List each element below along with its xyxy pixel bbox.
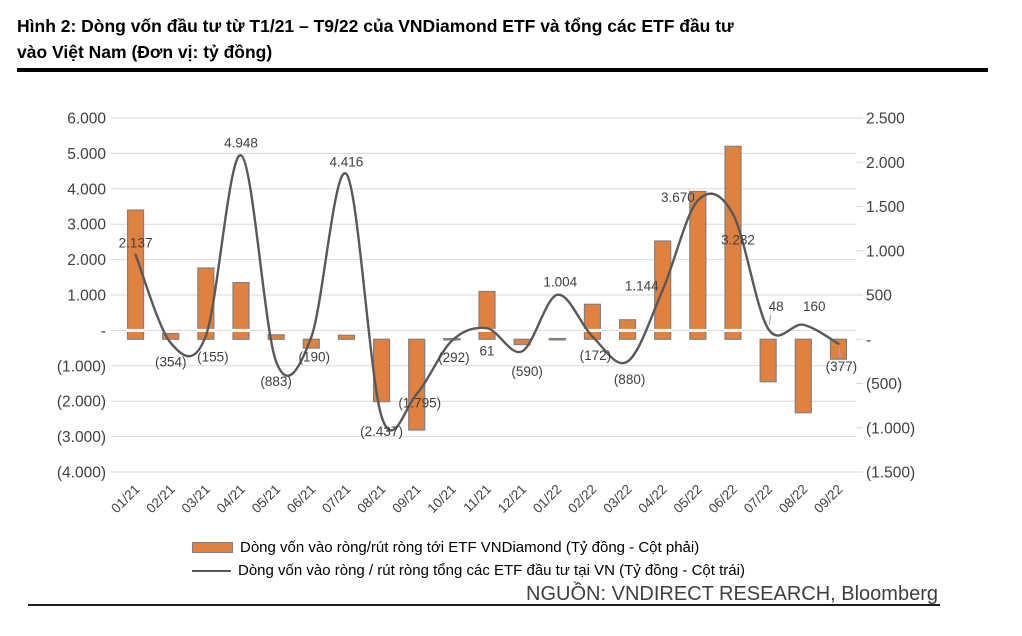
figure-title: Hình 2: Dòng vốn đầu tư từ T1/21 – T9/22… — [17, 13, 922, 65]
legend-item-total-etf-line: Dòng vốn vào ròng / rút ròng tổng các ET… — [192, 559, 745, 582]
right-axis-tick: 1.500 — [866, 199, 905, 216]
data-label-12-21: (590) — [511, 364, 543, 379]
x-label-05-21: 05/21 — [249, 482, 284, 517]
data-label-07-21: 4.416 — [330, 155, 364, 170]
left-axis-tick: 3.000 — [67, 217, 106, 234]
data-label-01-21: 2.137 — [119, 235, 153, 250]
zero-gridline-stripes — [126, 328, 742, 332]
x-label-03-21: 03/21 — [178, 482, 213, 517]
bar-06-21 — [302, 338, 320, 349]
bar-05-22 — [689, 190, 707, 340]
left-axis-tick: (3.000) — [57, 429, 106, 446]
data-label-03-22: (880) — [614, 372, 646, 387]
left-axis-tick: 6.000 — [67, 111, 106, 128]
x-label-01-22: 01/22 — [530, 482, 565, 517]
data-label-06-21: (190) — [299, 350, 331, 365]
x-label-01-21: 01/21 — [108, 482, 143, 517]
x-label-10-21: 10/21 — [424, 482, 459, 517]
bar-05-21 — [267, 334, 285, 340]
x-label-07-22: 07/22 — [741, 482, 776, 517]
figure-title-line2: vào Việt Nam (Đơn vị: tỷ đồng) — [17, 42, 273, 62]
bar-01-21 — [126, 209, 145, 340]
data-label-05-21: (883) — [260, 374, 292, 389]
right-axis-tick: (1.000) — [866, 420, 915, 437]
legend-label-vndiamond: Dòng vốn vào ròng/rút ròng tới ETF VNDia… — [240, 539, 700, 556]
x-label-11-21: 11/21 — [460, 482, 494, 516]
legend-label-total-etf: Dòng vốn vào ròng / rút ròng tổng các ET… — [238, 562, 745, 579]
x-label-09-22: 09/22 — [811, 482, 846, 517]
right-axis-tick: (1.500) — [866, 465, 915, 482]
data-label-07-22: 48 — [769, 299, 784, 314]
bottom-divider — [28, 604, 940, 606]
data-label-09-22: (377) — [826, 359, 858, 374]
x-label-08-21: 08/21 — [354, 482, 389, 517]
bar-02-21 — [162, 332, 180, 340]
source-credit: NGUỒN: VNDIRECT RESEARCH, Bloomberg — [526, 583, 938, 605]
bar-series-vndiamond — [126, 145, 848, 431]
bar-01-22 — [548, 337, 566, 341]
right-axis-tick: 1.000 — [866, 243, 905, 260]
line-series-swatch — [192, 569, 231, 572]
left-axis-tick: (2.000) — [57, 394, 106, 411]
legend-item-vndiamond-bars: Dòng vốn vào ròng/rút ròng tới ETF VNDia… — [192, 536, 745, 559]
bar-07-21 — [337, 334, 356, 340]
label-leader-lines — [768, 315, 842, 359]
data-label-03-21: (155) — [197, 349, 229, 364]
data-label-08-22: 160 — [803, 299, 826, 314]
bar-06-22 — [724, 145, 742, 340]
x-label-07-21: 07/21 — [319, 482, 354, 517]
right-axis-tick: - — [866, 332, 871, 349]
data-label-11-21: 61 — [479, 344, 494, 359]
bar-09-22 — [829, 338, 848, 360]
right-axis-tick: 2.500 — [866, 111, 905, 128]
right-axis-tick: 500 — [866, 288, 892, 305]
x-label-12-21: 12/21 — [495, 482, 530, 517]
bar-02-22 — [583, 303, 602, 340]
left-axis-tick: 5.000 — [67, 146, 106, 163]
line-data-labels: 2.137 (354) (155) 4.948 (883) (190) 4.416 (2.43… — [119, 136, 858, 439]
axis-tick-labels: 6.000 5.000 4.000 3.000 2.000 1.000 - (1.000) (2… — [57, 111, 915, 482]
data-label-04-21: 4.948 — [224, 136, 258, 151]
left-axis-tick: (1.000) — [57, 358, 106, 375]
x-label-06-22: 06/22 — [706, 482, 741, 517]
data-label-06-22: 3.282 — [721, 233, 755, 248]
bar-04-21 — [232, 282, 250, 340]
line-series-total-etf — [134, 154, 840, 432]
data-label-01-22: 1.004 — [543, 274, 577, 289]
left-axis-tick: 2.000 — [67, 252, 106, 269]
bar-series-swatch — [192, 542, 233, 553]
data-label-09-21: (1.795) — [398, 395, 441, 410]
chart-legend: Dòng vốn vào ròng/rút ròng tới ETF VNDia… — [192, 536, 745, 582]
x-label-09-21: 09/21 — [389, 482, 424, 517]
data-label-04-22: 1.144 — [625, 278, 659, 293]
data-label-08-21: (2.437) — [360, 424, 403, 439]
left-axis-tick: - — [101, 323, 106, 340]
x-label-04-21: 04/21 — [214, 482, 249, 517]
x-axis-labels: 01/21 02/21 03/21 04/21 05/21 06/21 07/21 08/21… — [108, 482, 845, 517]
total-etf-flow-line — [134, 154, 840, 432]
x-label-08-22: 08/22 — [776, 482, 811, 517]
data-label-02-22: (172) — [580, 348, 612, 363]
data-label-10-21: (292) — [438, 350, 470, 365]
x-label-02-21: 02/21 — [143, 482, 178, 517]
x-label-03-22: 03/22 — [600, 482, 635, 517]
left-axis-tick: 1.000 — [67, 288, 106, 305]
bar-08-22 — [794, 338, 812, 414]
left-axis-tick: 4.000 — [67, 181, 106, 198]
data-label-02-21: (354) — [155, 354, 187, 369]
data-label-05-22: 3.670 — [661, 190, 695, 205]
right-axis-tick: (500) — [866, 376, 902, 393]
bar-03-21 — [197, 267, 215, 340]
left-axis-tick: (4.000) — [57, 465, 106, 482]
figure-title-line1: Hình 2: Dòng vốn đầu tư từ T1/21 – T9/22… — [17, 16, 734, 36]
title-divider — [17, 68, 988, 72]
x-label-05-22: 05/22 — [670, 482, 705, 517]
x-label-06-21: 06/21 — [284, 482, 319, 517]
x-label-04-22: 04/22 — [635, 482, 670, 517]
right-axis-tick: 2.000 — [866, 155, 905, 172]
x-label-02-22: 02/22 — [565, 482, 600, 517]
bar-07-22 — [759, 338, 777, 383]
